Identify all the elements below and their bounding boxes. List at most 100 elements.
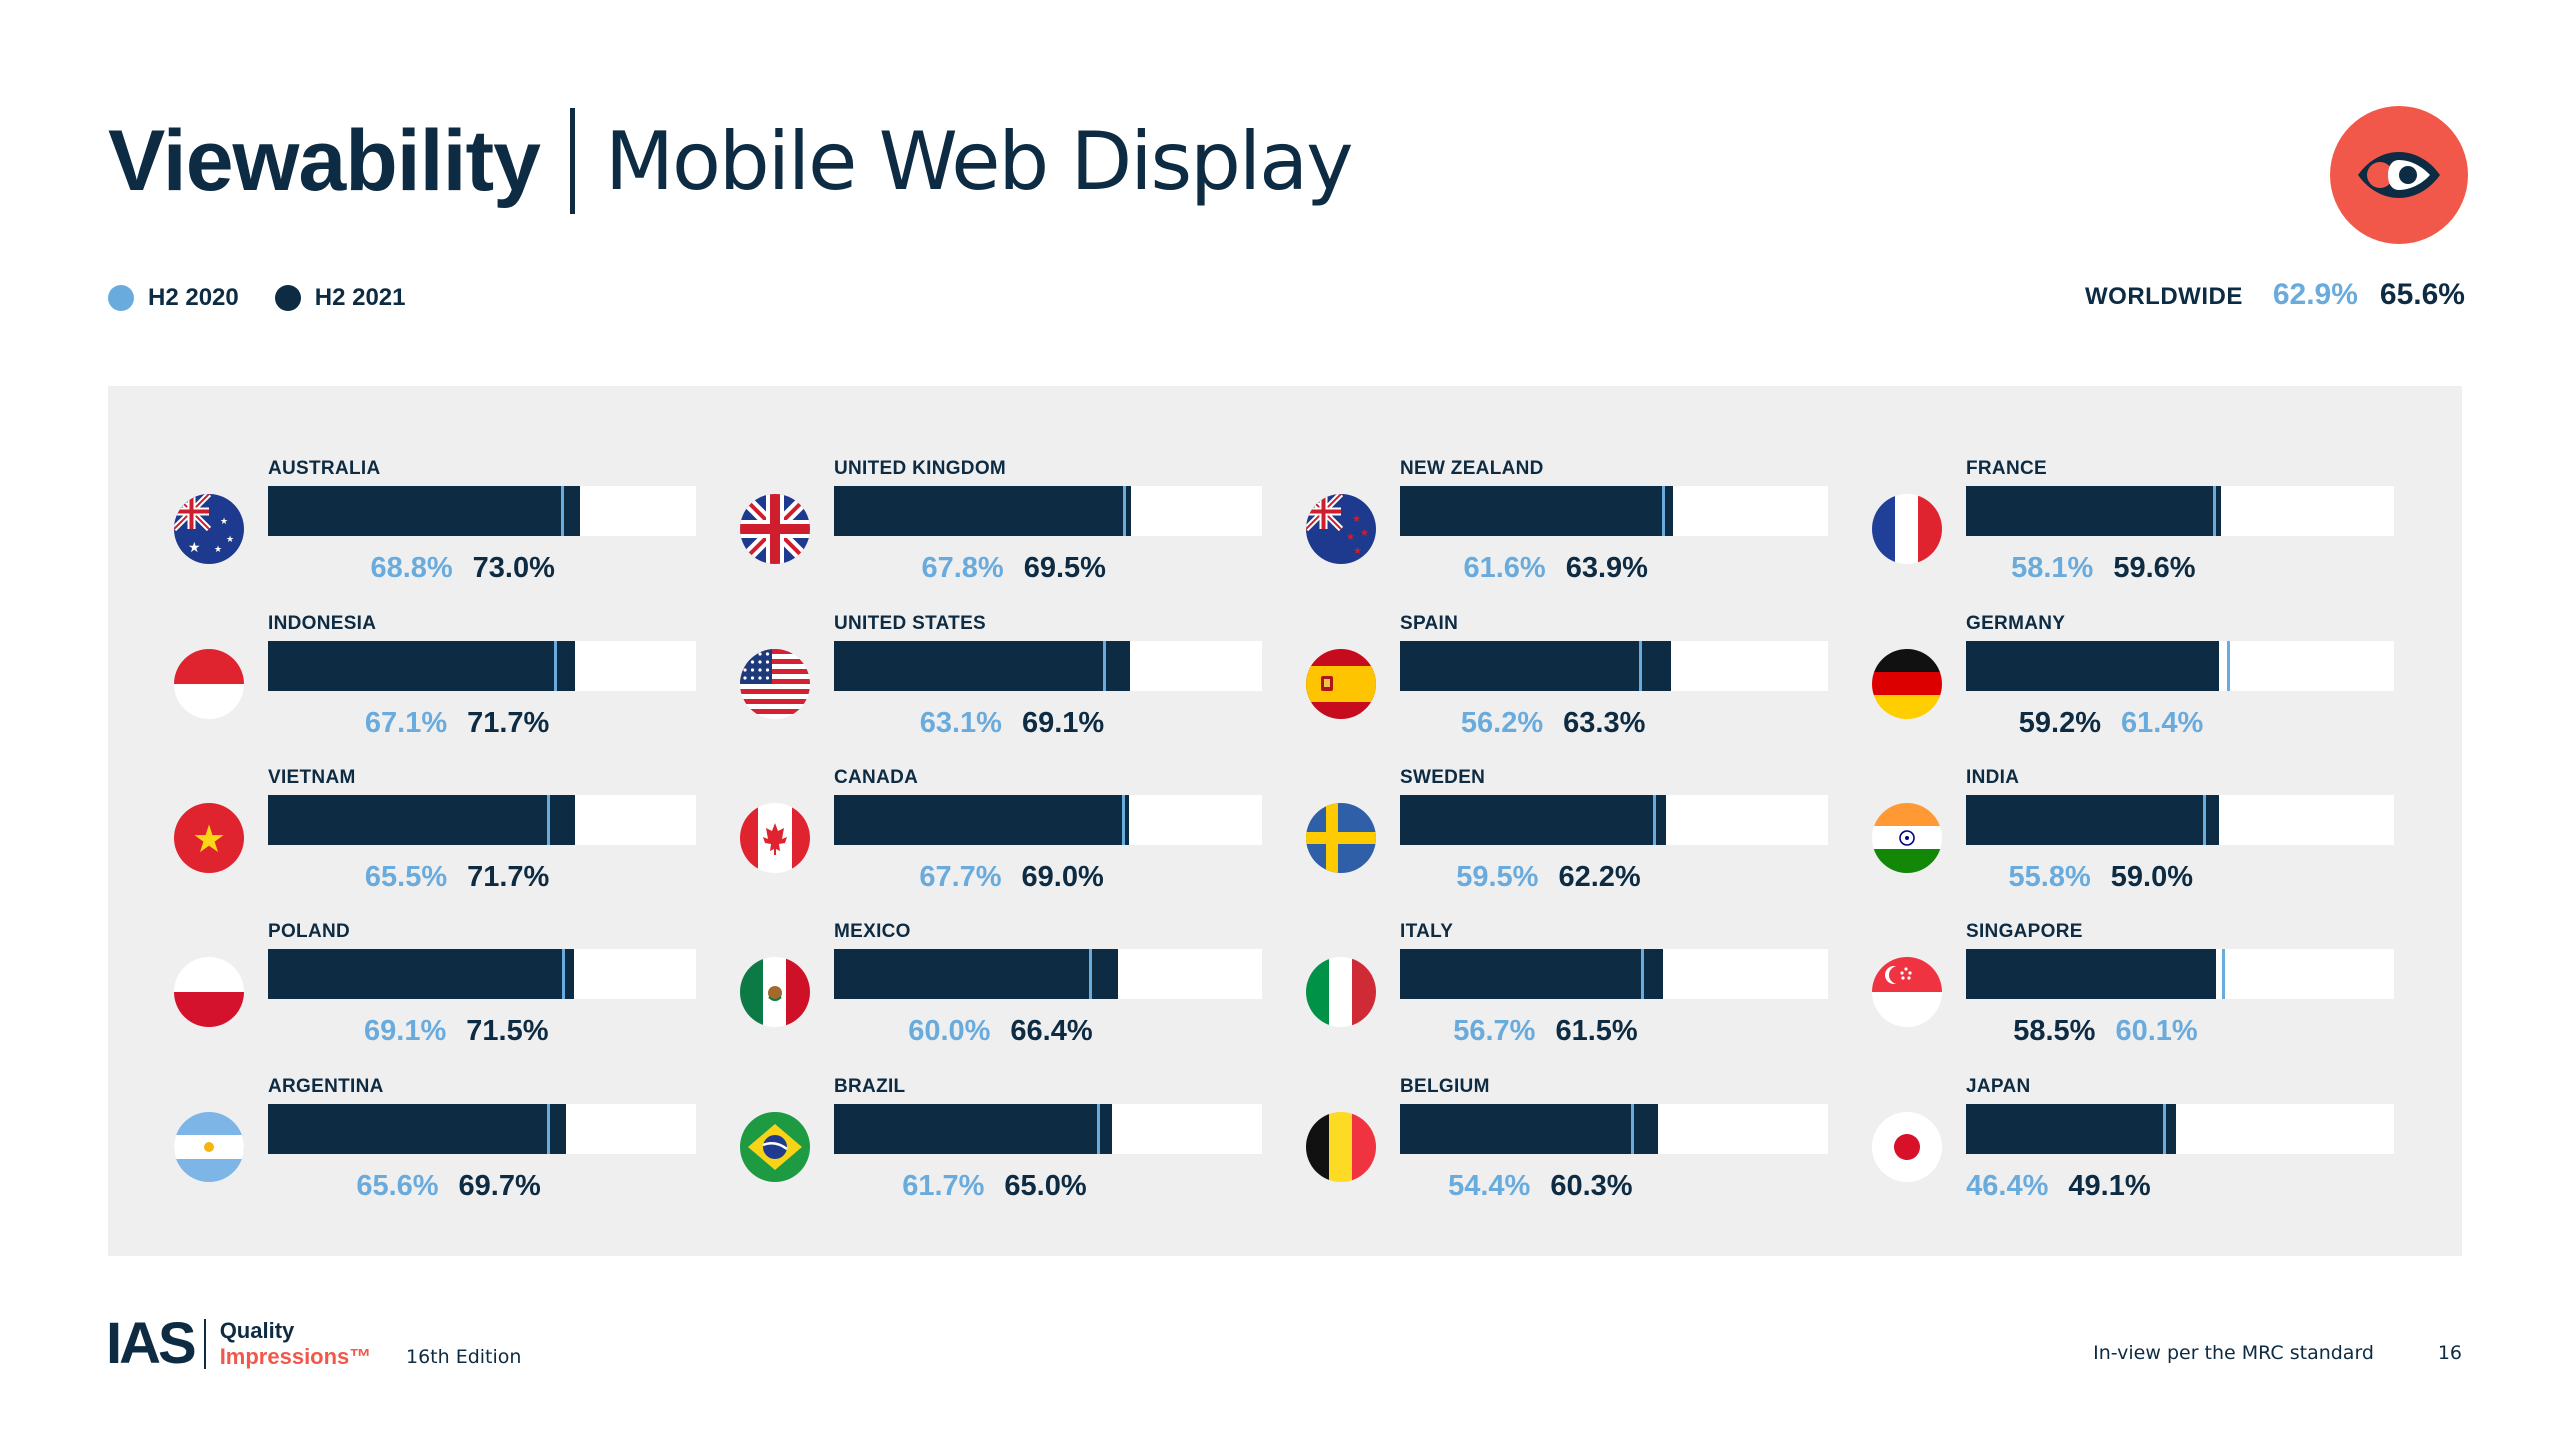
bar-track [1400, 486, 1828, 536]
brand-tagline: Quality Impressions™ [220, 1318, 372, 1370]
country-row: UNITED STATES 63.1% 69.1% [740, 601, 1280, 751]
marker-h2-2020 [547, 1104, 551, 1154]
country-name: SINGAPORE [1966, 921, 2083, 942]
country-name: AUSTRALIA [268, 458, 381, 479]
value-h2-2021: 66.4% [1010, 1015, 1093, 1047]
new-zealand-flag-icon: ★ ★ ★ ★ [1306, 494, 1376, 564]
value-h2-2021: 73.0% [472, 552, 555, 584]
bar-h2-2021 [1400, 795, 1667, 845]
bar-track [1400, 1104, 1828, 1154]
australia-flag-icon: ★ ★ ★ ★ [174, 494, 244, 564]
bar-track [1966, 486, 2394, 536]
country-row: POLAND 69.1% 71.5% [174, 909, 714, 1059]
chart-legend: H2 2020 H2 2021 [108, 284, 442, 312]
svg-text:★: ★ [192, 817, 226, 861]
legend-item-h2-2021: H2 2021 [274, 284, 406, 312]
country-name: INDONESIA [268, 613, 377, 634]
bar-h2-2021 [1966, 795, 2219, 845]
marker-h2-2020 [1639, 641, 1643, 691]
bar-h2-2021 [268, 795, 575, 845]
bar-track [268, 795, 696, 845]
value-labels: 61.6% 63.9% [1463, 552, 1647, 588]
worldwide-summary: WORLDWIDE 62.9% 65.6% [2085, 278, 2465, 312]
legend-swatch [108, 285, 134, 311]
country-name: SPAIN [1400, 613, 1459, 634]
value-h2-2020: 56.7% [1453, 1015, 1536, 1047]
bar-h2-2021 [834, 795, 1130, 845]
bar-track [1966, 641, 2394, 691]
marker-h2-2020 [1641, 949, 1645, 999]
country-name: NEW ZEALAND [1400, 458, 1544, 479]
bar-track [834, 795, 1262, 845]
marker-h2-2020 [1631, 1104, 1635, 1154]
bar-h2-2021 [1966, 641, 2220, 691]
country-name: UNITED STATES [834, 613, 987, 634]
country-row: MEXICO 60.0% 66.4% [740, 909, 1280, 1059]
country-row: GERMANY 59.2% 61.4% [1872, 601, 2412, 751]
country-name: SWEDEN [1400, 767, 1486, 788]
value-labels: 56.2% 63.3% [1461, 707, 1645, 743]
legend-item-h2-2020: H2 2020 [108, 284, 239, 312]
svg-text:★: ★ [188, 540, 201, 556]
value-labels: 69.1% 71.5% [364, 1015, 548, 1051]
country-row: UNITED KINGDOM 67.8% 69.5% [740, 446, 1280, 596]
value-h2-2020: 65.5% [364, 861, 448, 893]
value-h2-2020: 67.1% [364, 707, 448, 739]
marker-h2-2020 [1102, 641, 1106, 691]
country-name: POLAND [268, 921, 351, 942]
country-name: CANADA [834, 767, 919, 788]
value-labels: 58.5% 60.1% [2013, 1015, 2197, 1051]
country-row: INDONESIA 67.1% 71.7% [174, 601, 714, 751]
value-h2-2021: 61.5% [1555, 1015, 1638, 1047]
value-h2-2021: 49.1% [2068, 1170, 2151, 1202]
bar-track [268, 1104, 696, 1154]
page-title: Viewability Mobile Web Display [108, 96, 1354, 226]
singapore-flag-icon [1872, 957, 1942, 1027]
worldwide-h2-2020-value: 62.9% [2272, 278, 2358, 311]
country-name: MEXICO [834, 921, 911, 942]
usa-flag-icon [740, 649, 810, 719]
country-name: INDIA [1966, 767, 2020, 788]
country-row: JAPAN 46.4% 49.1% [1872, 1064, 2412, 1214]
value-h2-2020: 67.8% [921, 552, 1004, 584]
marker-h2-2020 [2213, 486, 2217, 536]
value-h2-2020: 61.4% [2121, 707, 2204, 739]
value-h2-2021: 63.3% [1563, 707, 1646, 739]
bar-track [1400, 949, 1828, 999]
country-name: VIETNAM [268, 767, 356, 788]
value-labels: 65.5% 71.7% [365, 861, 549, 897]
value-h2-2020: 67.7% [919, 861, 1002, 893]
bar-h2-2021 [1966, 486, 2222, 536]
svg-text:★: ★ [214, 545, 222, 555]
india-flag-icon [1872, 803, 1942, 873]
country-name: GERMANY [1966, 613, 2066, 634]
poland-flag-icon [174, 957, 244, 1027]
value-labels: 56.7% 61.5% [1453, 1015, 1637, 1051]
bar-track [834, 949, 1262, 999]
bar-h2-2021 [834, 949, 1119, 999]
bar-track [1966, 795, 2394, 845]
bar-track [268, 641, 696, 691]
country-row: BRAZIL 61.7% 65.0% [740, 1064, 1280, 1214]
marker-h2-2020 [2221, 949, 2225, 999]
value-h2-2021: 71.7% [467, 707, 550, 739]
value-h2-2021: 59.0% [2110, 861, 2193, 893]
vietnam-flag-icon: ★ [174, 803, 244, 873]
worldwide-label: WORLDWIDE [2085, 283, 2243, 310]
value-labels: 68.8% 73.0% [370, 552, 554, 588]
bar-h2-2021 [1966, 1104, 2177, 1154]
value-h2-2021: 71.5% [466, 1015, 549, 1047]
brand-line-1: Quality [219, 1317, 295, 1343]
marker-h2-2020 [1122, 795, 1126, 845]
brand-line-2: Impressions™ [219, 1343, 372, 1369]
bar-track [1400, 795, 1828, 845]
worldwide-h2-2021-value: 65.6% [2379, 278, 2465, 311]
bar-track [834, 486, 1262, 536]
country-row: ITALY 56.7% 61.5% [1306, 909, 1846, 1059]
bar-track [834, 641, 1262, 691]
title-divider [569, 108, 575, 214]
bar-h2-2021 [268, 641, 575, 691]
country-name: BELGIUM [1400, 1076, 1490, 1097]
country-row: ★ ★ ★ ★ NEW ZEALAND 61.6% 63.9% [1306, 446, 1846, 596]
country-name: FRANCE [1966, 458, 2047, 479]
